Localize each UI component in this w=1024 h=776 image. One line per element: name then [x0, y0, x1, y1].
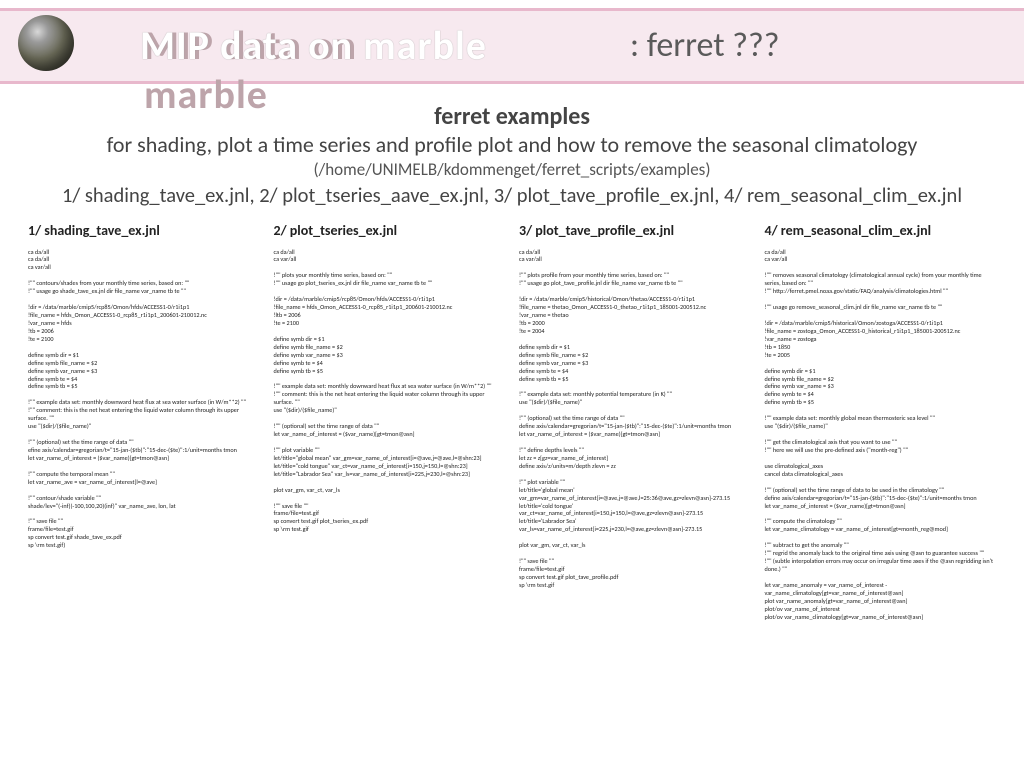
column-title: 2/ plot_tseries_ex.jnl	[274, 222, 506, 239]
logo-text: MIP data on marble MIP data on marble	[140, 21, 487, 70]
code-block: ca da/all ca var/all !"" removes seasona…	[765, 249, 997, 622]
column-title: 4/ rem_seasonal_clim_ex.jnl	[765, 222, 997, 239]
intro-path: (/home/UNIMELB/kdommenget/ferret_scripts…	[8, 159, 1016, 180]
column-title: 1/ shading_tave_ex.jnl	[28, 222, 260, 239]
code-block: ca da/all ca da/all ca var/all !"" conto…	[28, 249, 260, 551]
column-2: 2/ plot_tseries_ex.jnl ca da/all ca var/…	[274, 222, 506, 622]
intro-filelist: 1/ shading_tave_ex.jnl, 2/ plot_tseries_…	[8, 182, 1016, 208]
header-bar: MIP data on marble MIP data on marble : …	[0, 8, 1024, 84]
intro-subtitle: for shading, plot a time series and prof…	[8, 131, 1016, 159]
globe-icon	[18, 15, 74, 71]
column-3: 3/ plot_tave_profile_ex.jnl ca da/all ca…	[519, 222, 751, 622]
code-block: ca da/all ca var/all !"" plots your mont…	[274, 249, 506, 535]
page-title-suffix: : ferret ???	[630, 25, 780, 66]
code-block: ca da/all ca var/all !"" plots profile f…	[519, 249, 751, 590]
column-1: 1/ shading_tave_ex.jnl ca da/all ca da/a…	[28, 222, 260, 622]
columns: 1/ shading_tave_ex.jnl ca da/all ca da/a…	[0, 208, 1024, 622]
column-title: 3/ plot_tave_profile_ex.jnl	[519, 222, 751, 239]
column-4: 4/ rem_seasonal_clim_ex.jnl ca da/all ca…	[765, 222, 997, 622]
